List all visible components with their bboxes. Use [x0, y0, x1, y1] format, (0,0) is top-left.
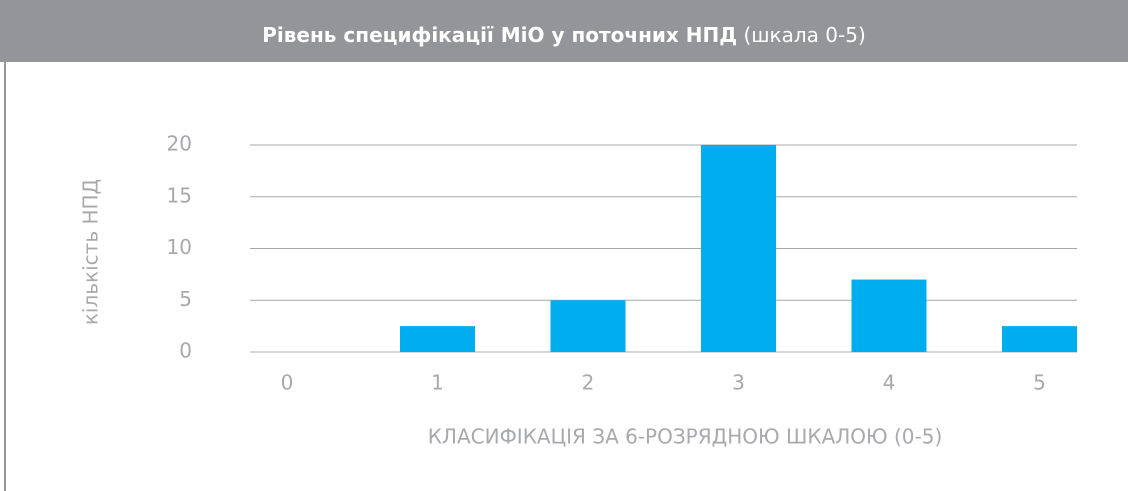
x-tick-label: 4: [883, 371, 896, 395]
bar: [550, 300, 626, 352]
x-tick-label: 5: [1033, 371, 1046, 395]
x-axis-label: КЛАСИФІКАЦІЯ ЗА 6-РОЗРЯДНОЮ ШКАЛОЮ (0-5): [428, 425, 943, 449]
bar: [701, 145, 776, 352]
subtitle: (шкала 0-5): [743, 23, 865, 47]
y-tick-label: 0: [179, 339, 192, 363]
bar: [851, 279, 927, 352]
title: Рівень специфікації МіО у поточних НПД: [262, 23, 737, 47]
x-tick-label: 3: [732, 371, 745, 395]
y-tick-label: 10: [167, 235, 192, 259]
x-tick-label: 0: [281, 371, 294, 395]
x-tick-label: 1: [431, 371, 444, 395]
chart-title: Рівень специфікації МіО у поточних НПД (…: [262, 23, 866, 47]
x-tick-label: 2: [582, 371, 595, 395]
y-tick-label: 15: [167, 183, 192, 207]
header-bar: [0, 0, 1128, 62]
y-axis-label: кількість НПД: [79, 179, 103, 325]
bar: [1002, 326, 1077, 352]
y-tick-label: 5: [179, 287, 192, 311]
y-tick-label: 20: [167, 132, 192, 156]
bar: [400, 326, 475, 352]
